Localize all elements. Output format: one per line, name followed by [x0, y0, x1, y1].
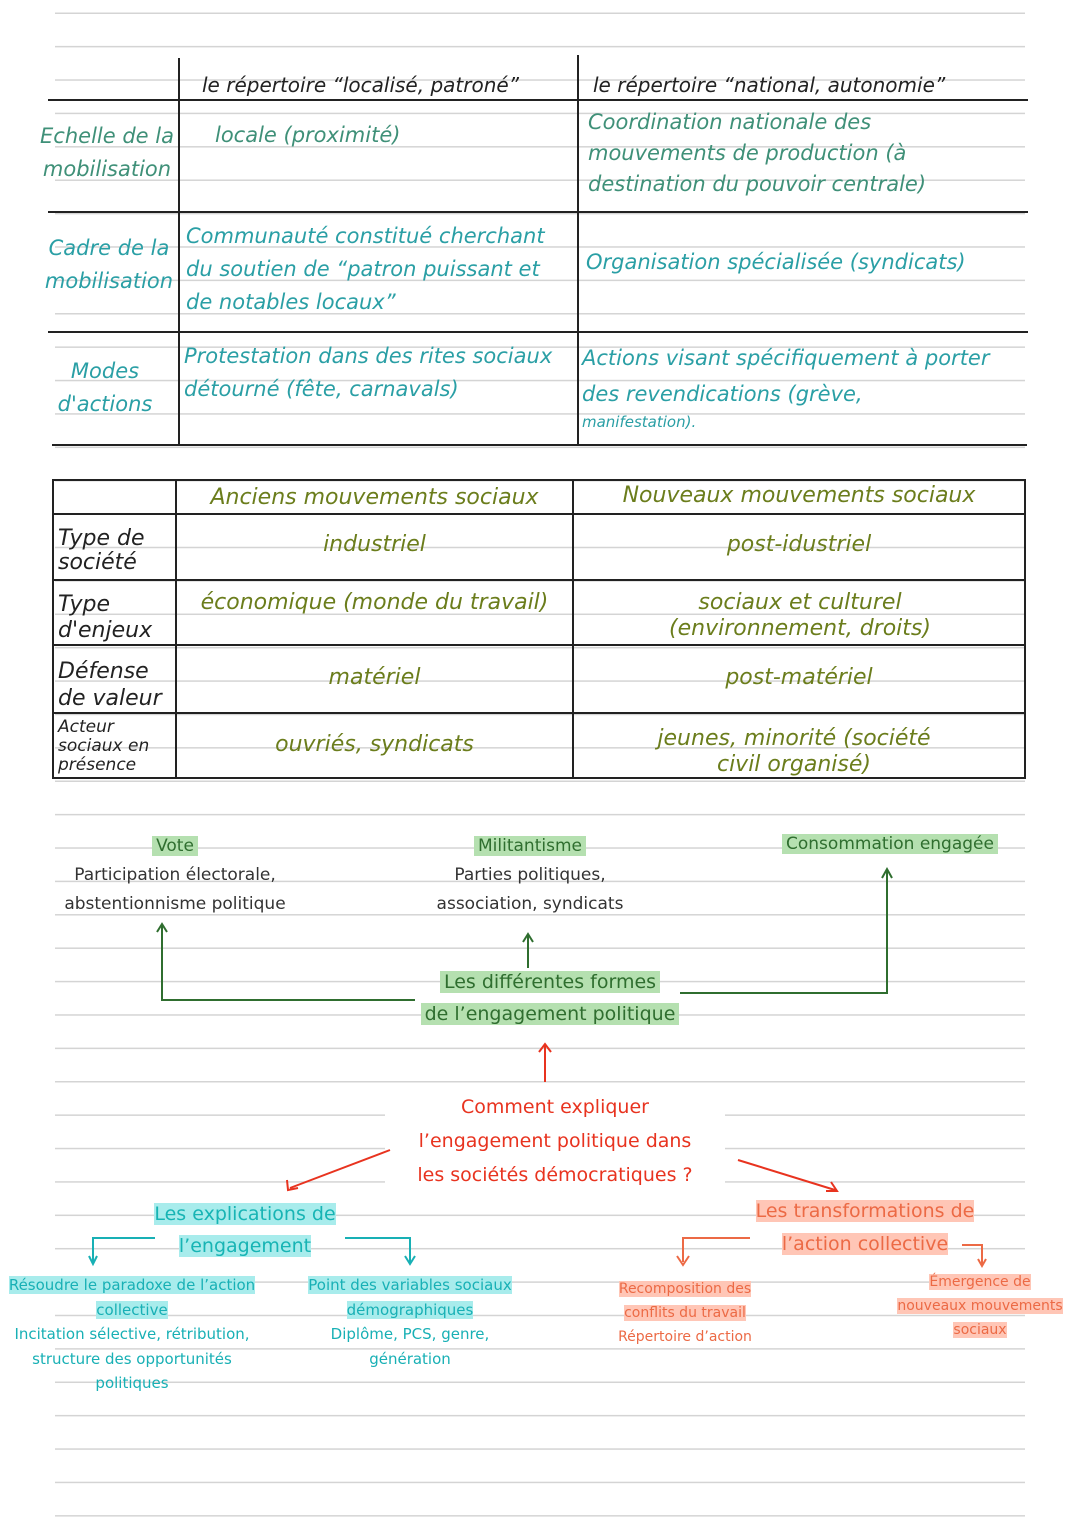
- header-localise: le répertoire “localisé, patroné”: [202, 73, 520, 97]
- cell: ouvriés, syndicats: [275, 732, 474, 757]
- cell: Coordination nationale des mouvements de…: [588, 110, 927, 196]
- row-label: Echelle de la mobilisation: [40, 124, 174, 181]
- row-label: Acteur sociaux en présence: [58, 717, 150, 775]
- recomposition-line: Recomposition des: [618, 1281, 752, 1297]
- recomposition-line: conflits du travail: [624, 1305, 746, 1321]
- cell: locale (proximité): [215, 123, 401, 147]
- variables-line: génération: [369, 1349, 451, 1368]
- vote-line: abstentionnisme politique: [64, 894, 286, 914]
- cell: Protestation dans des rites sociaux déto…: [184, 344, 553, 401]
- question-line: Comment expliquer: [461, 1096, 649, 1118]
- recomposition-line: Répertoire d’action: [618, 1329, 752, 1345]
- variables-line: Diplôme, PCS, genre,: [330, 1325, 490, 1343]
- cell: Communauté constitué cherchant du soutie…: [186, 224, 545, 314]
- row-label: Modes d'actions: [57, 359, 153, 416]
- transformations-node: Les transformations de l’action collecti…: [730, 1195, 1000, 1261]
- cell: post-idustriel: [726, 532, 872, 557]
- recomposition-node: Recomposition des conflits du travail Ré…: [590, 1277, 780, 1349]
- militantisme-title: Militantisme: [474, 836, 586, 856]
- row-label: Défense de valeur: [58, 659, 162, 711]
- emergence-node: Émergence de nouveaux mouvements sociaux: [890, 1270, 1070, 1342]
- cell: économique (monde du travail): [200, 590, 549, 615]
- row-label: Type de société: [58, 526, 145, 575]
- paradoxe-node: Résoudre le paradoxe de l’action collect…: [0, 1273, 264, 1396]
- row-label: Type d'enjeux: [58, 592, 153, 643]
- consommation-title: Consommation engagée: [782, 834, 998, 854]
- cell: Organisation spécialisée (syndicats): [586, 250, 966, 274]
- cell: matériel: [328, 665, 421, 690]
- transformations-line: Les transformations de: [755, 1200, 975, 1222]
- cell: Actions visant spécifiquement à porter d…: [582, 346, 990, 406]
- row-label: Cadre de la mobilisation: [44, 236, 174, 293]
- emergence-line: nouveaux mouvements: [897, 1298, 1063, 1314]
- paradoxe-line: Incitation sélective, rétribution,: [14, 1325, 250, 1343]
- cell: industriel: [323, 532, 426, 557]
- variables-line: Point des variables sociaux: [308, 1276, 512, 1294]
- question-line: les sociétés démocratiques ?: [417, 1164, 693, 1186]
- cell: post-matériel: [725, 665, 873, 690]
- variables-node: Point des variables sociaux démographiqu…: [290, 1273, 530, 1371]
- cell: sociaux et culturel (environnement, droi…: [669, 590, 931, 641]
- paradoxe-line: collective: [96, 1300, 168, 1319]
- explications-line: Les explications de: [154, 1203, 336, 1225]
- cell: manifestation).: [582, 413, 697, 431]
- question-node: Comment expliquer l’engagement politique…: [385, 1090, 725, 1192]
- paradoxe-line: structure des opportunités: [32, 1349, 232, 1368]
- formes-line: Les différentes formes: [439, 971, 661, 993]
- militantisme-line: association, syndicats: [436, 894, 624, 914]
- vote-node: Vote Participation électorale, abstentio…: [40, 832, 310, 919]
- paradoxe-line: politiques: [95, 1374, 169, 1392]
- formes-line: de l’engagement politique: [420, 1003, 680, 1025]
- question-line: l’engagement politique dans: [418, 1130, 692, 1152]
- consommation-node: Consommation engagée: [760, 830, 1020, 859]
- header-anciens: Anciens mouvements sociaux: [210, 485, 539, 510]
- header-nouveaux: Nouveaux mouvements sociaux: [622, 483, 976, 508]
- explications-line: l’engagement: [178, 1235, 312, 1257]
- emergence-line: sociaux: [953, 1322, 1007, 1338]
- cell: jeunes, minorité (société civil organisé…: [657, 726, 931, 777]
- explications-node: Les explications de l’engagement: [130, 1198, 360, 1262]
- emergence-line: Émergence de: [929, 1274, 1031, 1290]
- militantisme-line: Parties politiques,: [454, 865, 606, 885]
- formes-node: Les différentes formes de l’engagement p…: [405, 966, 695, 1030]
- header-national: le répertoire “national, autonomie”: [593, 73, 946, 97]
- paradoxe-line: Résoudre le paradoxe de l’action: [8, 1276, 256, 1294]
- variables-line: démographiques: [346, 1300, 474, 1319]
- vote-line: Participation électorale,: [74, 865, 276, 885]
- transformations-line: l’action collective: [781, 1233, 949, 1255]
- vote-title: Vote: [152, 836, 198, 856]
- militantisme-node: Militantisme Parties politiques, associa…: [400, 832, 660, 919]
